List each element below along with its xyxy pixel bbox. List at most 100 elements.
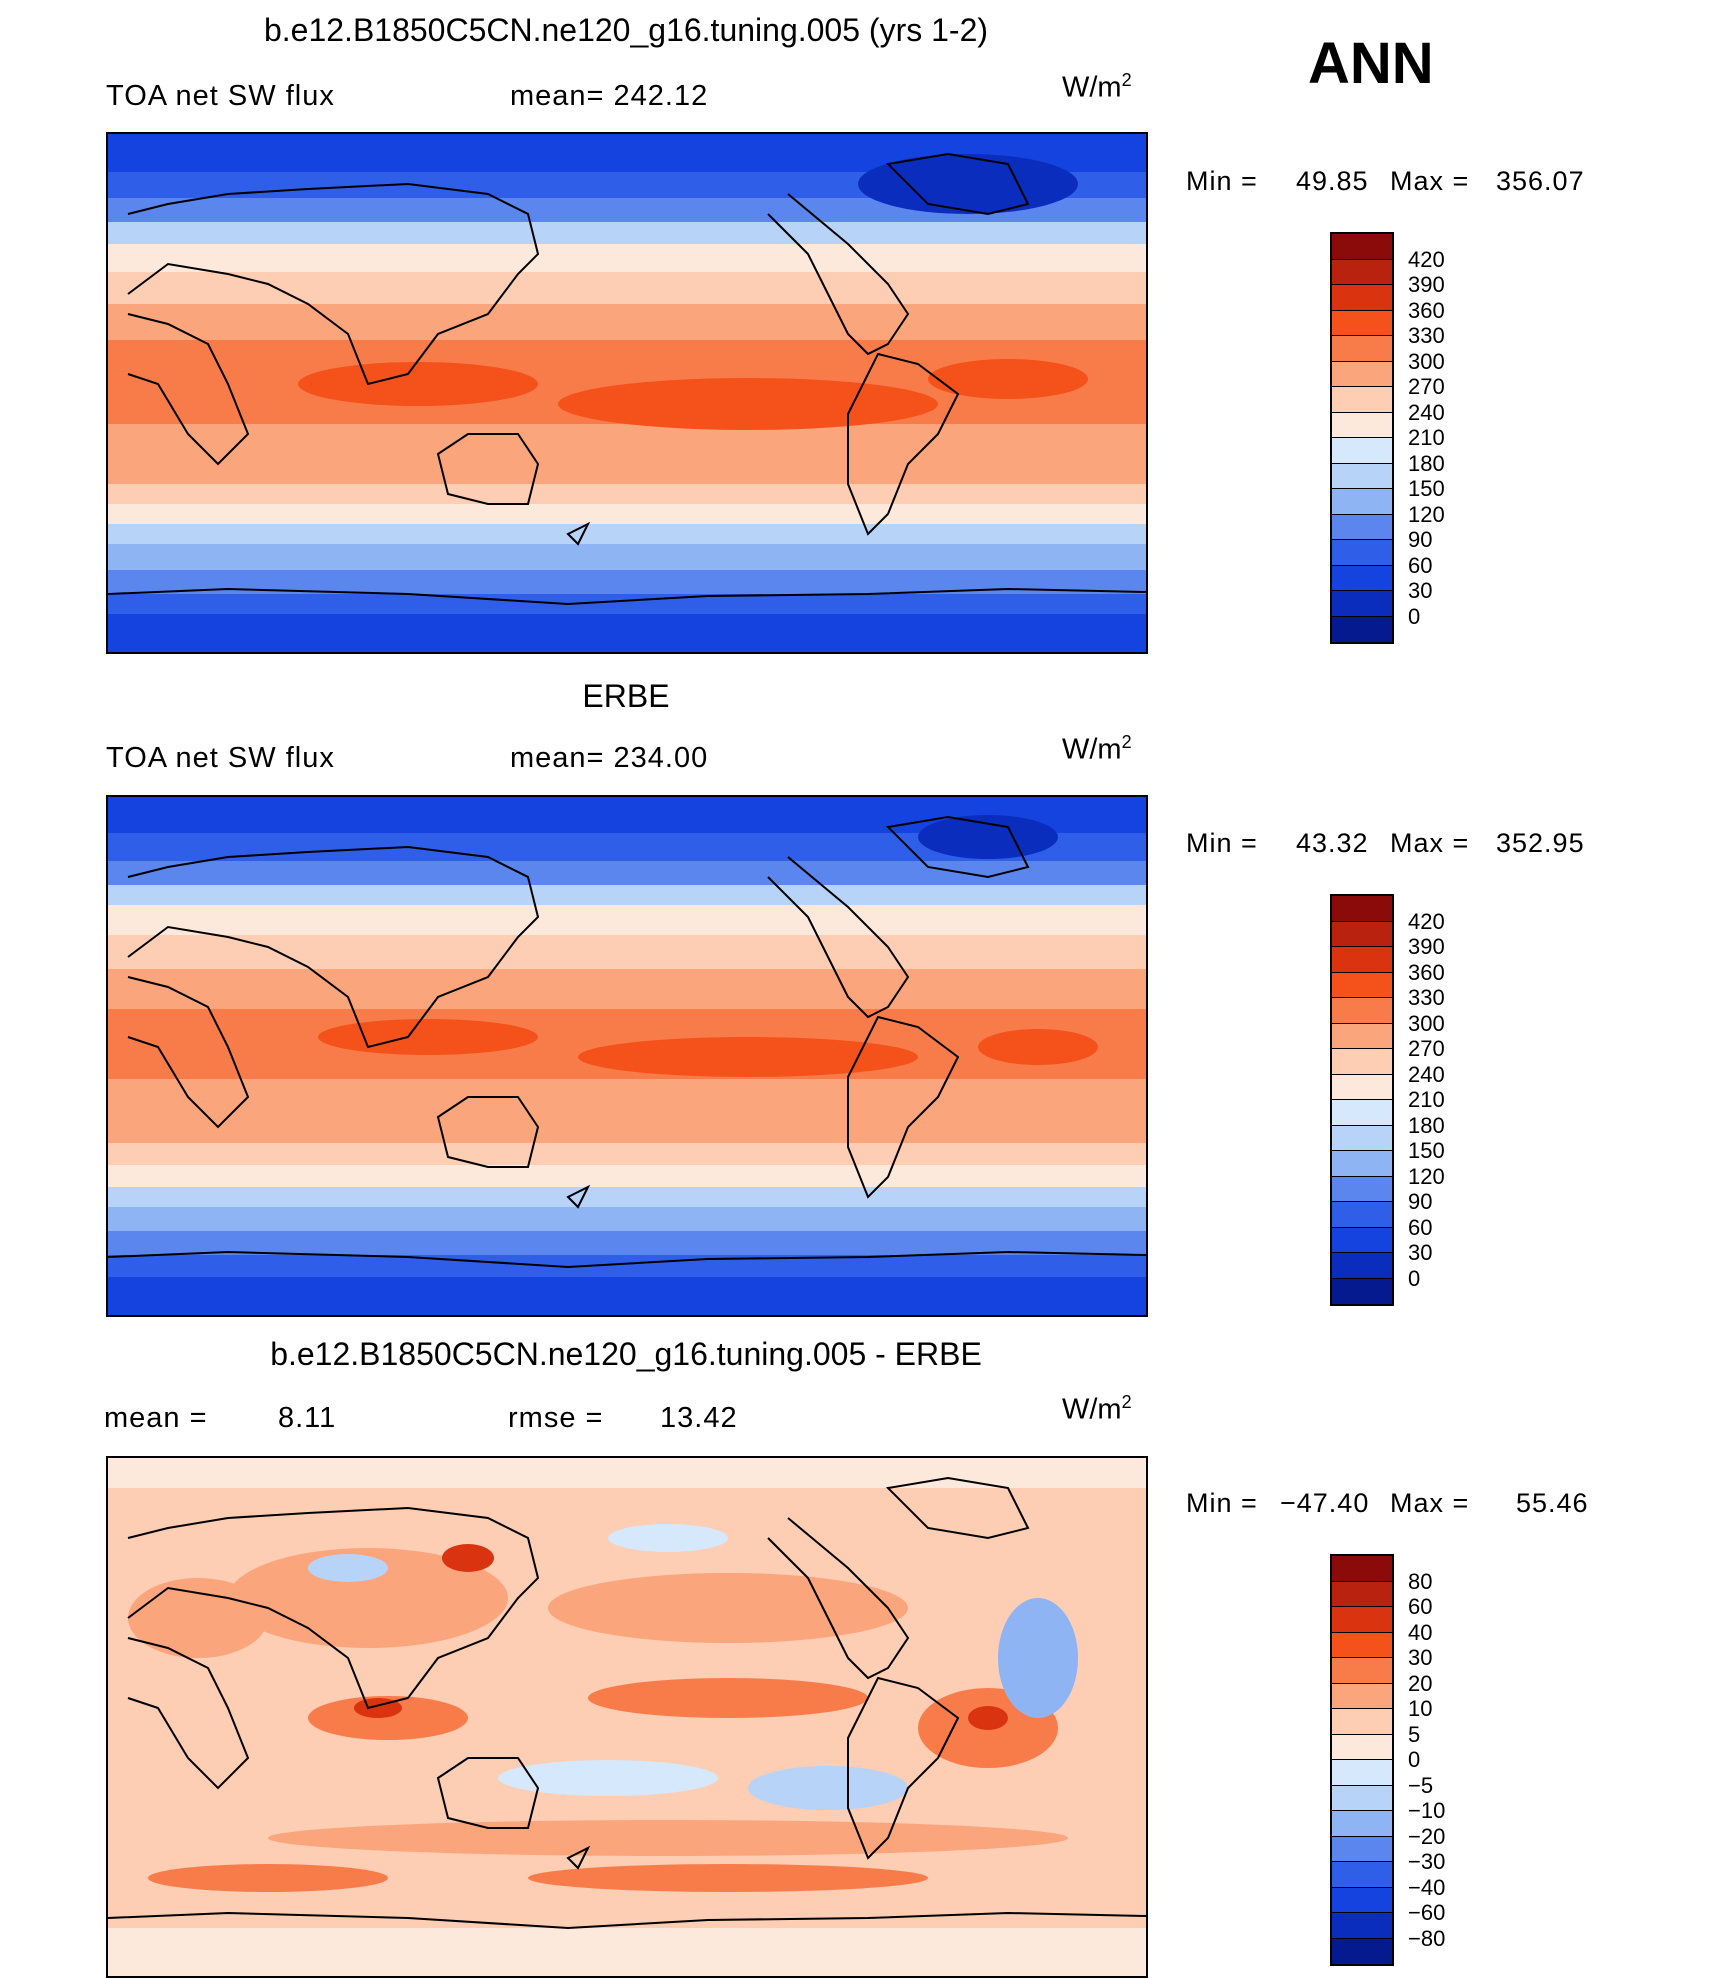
colorbar-swatch — [1332, 1151, 1392, 1177]
panel2-title: ERBE — [582, 678, 670, 714]
colorbar-tick-label: 150 — [1408, 1138, 1445, 1163]
colorbar-swatch — [1332, 1581, 1392, 1607]
colorbar-tick-label: 360 — [1408, 297, 1445, 323]
colorbar-swatch — [1332, 1683, 1392, 1709]
panel3-min-value: −47.40 — [1280, 1488, 1370, 1518]
colorbar-tick-label: 90 — [1408, 1189, 1433, 1214]
colorbar-swatch — [1332, 616, 1392, 642]
colorbar-swatch — [1332, 591, 1392, 617]
colorbar-tick-label: 5 — [1408, 1721, 1421, 1747]
panel1-max-label: Max = — [1390, 166, 1470, 196]
panel1-max-value: 356.07 — [1496, 166, 1585, 196]
panel2-min-label: Min = — [1186, 828, 1258, 858]
panel2-map — [106, 795, 1148, 1317]
panel1-min-value: 49.85 — [1296, 166, 1369, 196]
colorbar-tick-label: 330 — [1408, 985, 1445, 1010]
colorbar-tick-label: 180 — [1408, 1112, 1445, 1138]
colorbar-swatch — [1332, 1176, 1392, 1202]
colorbar-swatch — [1332, 1607, 1392, 1633]
colorbar-swatch — [1332, 336, 1392, 362]
colorbar-swatch — [1332, 514, 1392, 540]
colorbar-swatch — [1332, 998, 1392, 1024]
colorbar-tick-label: 240 — [1408, 1061, 1445, 1087]
panel1-mean-label: mean= 242.12 — [510, 80, 709, 112]
colorbar-tick-label: 20 — [1408, 1670, 1433, 1696]
panel3-colorbar — [1330, 1554, 1394, 1966]
colorbar-swatch — [1332, 1811, 1392, 1837]
panel2-max-label: Max = — [1390, 828, 1470, 858]
colorbar-swatch — [1332, 1938, 1392, 1964]
colorbar-tick-label: 360 — [1408, 959, 1445, 985]
colorbar-swatch — [1332, 412, 1392, 438]
colorbar-tick-label: 0 — [1408, 603, 1421, 629]
colorbar-tick-label: 60 — [1408, 1594, 1433, 1619]
colorbar-swatch — [1332, 463, 1392, 489]
season-label: ANN — [1308, 31, 1434, 96]
colorbar-tick-label: 420 — [1408, 246, 1445, 272]
colorbar-tick-label: 270 — [1408, 1036, 1445, 1061]
colorbar-tick-label: 60 — [1408, 552, 1433, 578]
colorbar-swatch — [1332, 1913, 1392, 1939]
colorbar-tick-label: −40 — [1408, 1874, 1446, 1900]
panel2-colorbar — [1330, 894, 1394, 1306]
panel3-mean-value: 8.11 — [278, 1402, 337, 1434]
colorbar-swatch — [1332, 361, 1392, 387]
colorbar-tick-label: −80 — [1408, 1925, 1446, 1951]
colorbar-swatch — [1332, 1202, 1392, 1228]
colorbar-swatch — [1332, 1074, 1392, 1100]
panel1-units: W/m2 — [1062, 70, 1132, 104]
panel1-map — [106, 132, 1148, 654]
panel1-min-label: Min = — [1186, 166, 1258, 196]
colorbar-swatch — [1332, 1887, 1392, 1913]
colorbar-swatch — [1332, 1658, 1392, 1684]
colorbar-tick-label: 0 — [1408, 1265, 1421, 1291]
colorbar-swatch — [1332, 1023, 1392, 1049]
panel3-max-label: Max = — [1390, 1488, 1470, 1518]
panel2-max-value: 352.95 — [1496, 828, 1585, 858]
panel3-title: b.e12.B1850C5CN.ne120_g16.tuning.005 - E… — [270, 1336, 982, 1372]
colorbar-tick-label: 210 — [1408, 1087, 1445, 1112]
colorbar-swatch — [1332, 1227, 1392, 1253]
panel1-variable-label: TOA net SW flux — [106, 80, 335, 112]
panel3-mean-label: mean = — [104, 1402, 208, 1434]
colorbar-swatch — [1332, 565, 1392, 591]
colorbar-tick-label: 120 — [1408, 1163, 1445, 1189]
colorbar-swatch — [1332, 1253, 1392, 1279]
colorbar-tick-label: −10 — [1408, 1798, 1446, 1823]
colorbar-tick-label: −5 — [1408, 1772, 1434, 1798]
colorbar-tick-label: 30 — [1408, 1645, 1433, 1670]
colorbar-tick-label: 300 — [1408, 348, 1445, 374]
panel2-min-value: 43.32 — [1296, 828, 1369, 858]
colorbar-swatch — [1332, 387, 1392, 413]
colorbar-swatch — [1332, 896, 1392, 922]
colorbar-swatch — [1332, 285, 1392, 311]
colorbar-tick-label: 90 — [1408, 527, 1433, 552]
colorbar-swatch — [1332, 438, 1392, 464]
colorbar-tick-label: 330 — [1408, 323, 1445, 348]
colorbar-tick-label: 10 — [1408, 1696, 1433, 1721]
panel1-colorbar — [1330, 232, 1394, 644]
colorbar-tick-label: 420 — [1408, 908, 1445, 934]
colorbar-tick-label: 180 — [1408, 450, 1445, 476]
panel3-units: W/m2 — [1062, 1392, 1132, 1426]
colorbar-swatch — [1332, 310, 1392, 336]
colorbar-swatch — [1332, 947, 1392, 973]
panel2-variable-label: TOA net SW flux — [106, 742, 335, 774]
panel3-map — [106, 1456, 1148, 1978]
colorbar-tick-label: −60 — [1408, 1900, 1446, 1925]
colorbar-swatch — [1332, 1125, 1392, 1151]
colorbar-swatch — [1332, 1709, 1392, 1735]
colorbar-swatch — [1332, 1785, 1392, 1811]
colorbar-swatch — [1332, 259, 1392, 285]
colorbar-swatch — [1332, 1100, 1392, 1126]
colorbar-tick-label: 120 — [1408, 501, 1445, 527]
colorbar-tick-label: −20 — [1408, 1823, 1446, 1849]
colorbar-tick-label: 390 — [1408, 272, 1445, 297]
colorbar-tick-label: 80 — [1408, 1568, 1433, 1594]
panel3-rmse-value: 13.42 — [660, 1402, 738, 1434]
colorbar-tick-label: 150 — [1408, 476, 1445, 501]
colorbar-tick-label: 30 — [1408, 578, 1433, 603]
colorbar-tick-label: 0 — [1408, 1747, 1421, 1772]
colorbar-tick-label: 30 — [1408, 1240, 1433, 1265]
colorbar-tick-label: 40 — [1408, 1619, 1433, 1645]
